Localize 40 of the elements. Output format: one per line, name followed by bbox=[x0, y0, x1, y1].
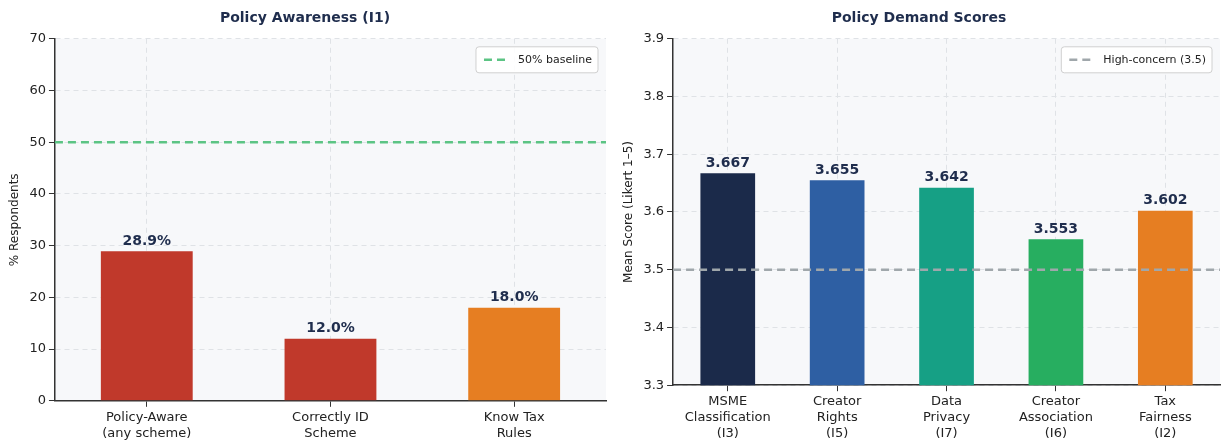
y-tick-label: 20 bbox=[29, 288, 46, 304]
data-label: 3.642 bbox=[924, 168, 969, 185]
chart-title: Policy Awareness (I1) bbox=[219, 9, 391, 26]
bar bbox=[468, 307, 561, 401]
y-tick-label: 3.8 bbox=[643, 87, 665, 103]
data-label: 3.553 bbox=[1033, 219, 1079, 236]
y-tick-label: 30 bbox=[29, 237, 46, 253]
x-tick-label: Creator Rights (I5) bbox=[812, 393, 863, 440]
x-tick-label: Correctly ID Scheme bbox=[292, 408, 369, 440]
x-tick-label: Know Tax Rules bbox=[483, 408, 545, 440]
chart-title: Policy Demand Scores bbox=[831, 9, 1007, 26]
x-tick-label: Tax Fairness (I2) bbox=[1138, 393, 1192, 440]
y-axis-title: % Respondents bbox=[7, 173, 22, 267]
data-label: 18.0% bbox=[489, 288, 539, 305]
y-tick-label: 10 bbox=[29, 340, 46, 356]
legend-label: High-concern (3.5) bbox=[1103, 52, 1207, 66]
bar bbox=[284, 338, 377, 401]
y-tick-label: 3.4 bbox=[643, 318, 665, 334]
legend-label: 50% baseline bbox=[517, 52, 593, 66]
x-tick-label: Creator Association (I6) bbox=[1018, 393, 1093, 440]
x-tick-label: MSME Classification (I3) bbox=[684, 393, 771, 440]
y-tick-label: 50 bbox=[29, 133, 46, 149]
bar bbox=[100, 251, 193, 401]
y-axis-title: Mean Score (Likert 1–5) bbox=[621, 141, 636, 283]
data-label: 3.667 bbox=[705, 153, 750, 170]
y-tick-label: 40 bbox=[29, 185, 46, 201]
data-label: 3.655 bbox=[815, 160, 860, 177]
y-tick-label: 70 bbox=[29, 30, 46, 46]
y-tick-label: 60 bbox=[29, 81, 46, 97]
y-tick-label: 3.9 bbox=[643, 30, 665, 46]
x-tick-label: Policy-Aware (any scheme) bbox=[102, 408, 192, 440]
y-tick-label: 3.7 bbox=[643, 145, 665, 161]
y-tick-label: 3.3 bbox=[643, 376, 665, 392]
x-tick-label: Data Privacy (I7) bbox=[923, 393, 971, 440]
data-label: 12.0% bbox=[306, 319, 355, 336]
data-label: 28.9% bbox=[122, 231, 172, 248]
data-label: 3.602 bbox=[1143, 191, 1188, 208]
y-tick-label: 3.5 bbox=[643, 261, 665, 277]
y-tick-label: 0 bbox=[37, 392, 46, 408]
y-tick-label: 3.6 bbox=[643, 203, 665, 219]
